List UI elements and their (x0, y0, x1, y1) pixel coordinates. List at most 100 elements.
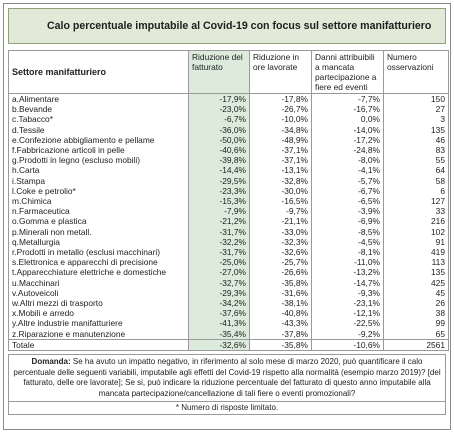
cell-sector: c.Tabacco* (8, 114, 189, 125)
cell-sector: o.Gomma e plastica (8, 216, 189, 227)
cell-hours: -26,6% (249, 267, 312, 278)
cell-sector: p.Minerali non metall. (8, 226, 189, 237)
cell-revenue: -29,3% (188, 287, 250, 299)
table-row: h.Carta -14,4% -13,1% -4,1% 64 (8, 165, 449, 176)
cell-obs: 91 (383, 236, 449, 248)
cell-obs: 27 (383, 104, 449, 115)
cell-revenue: -25,0% (188, 257, 250, 268)
cell-obs: 113 (383, 257, 449, 268)
table-row: t.Apparecchiature elettriche e domestich… (8, 267, 449, 278)
cell-hours: -25,7% (249, 257, 312, 268)
table-row: w.Altri mezzi di trasporto -34,2% -38,1% -2… (8, 298, 449, 309)
table-row: x.Mobili e arredo -37,6% -40,8% -12,1% 38 (8, 308, 449, 319)
cell-damages: -12,1% (311, 308, 384, 319)
cell-damages: -11,0% (311, 257, 384, 268)
cell-damages: -6,7% (311, 185, 384, 197)
cell-damages: -17,2% (311, 134, 384, 146)
header-obs: Numero osservazioni (383, 50, 449, 94)
cell-hours: -35,8% (249, 277, 312, 288)
total-label: Totale (8, 338, 189, 352)
table-row: q.Metallurgia -32,2% -32,3% -4,5% 91 (8, 236, 449, 248)
cell-hours: -33,0% (249, 226, 312, 237)
cell-obs: 45 (383, 287, 449, 299)
cell-hours: -48,9% (249, 134, 312, 146)
cell-revenue: -23,0% (188, 104, 250, 115)
cell-sector: h.Carta (8, 165, 189, 176)
cell-obs: 135 (383, 267, 449, 278)
footnote: * Numero di risposte limitato. (8, 402, 446, 416)
cell-damages: -4,5% (311, 236, 384, 248)
cell-obs: 83 (383, 145, 449, 156)
table-title: Calo percentuale imputabile al Covid-19 … (8, 8, 446, 44)
cell-sector: f.Fabbricazione articoli in pelle (8, 145, 189, 156)
table-row: y.Altre industrie manifatturiere -41,3% -4… (8, 318, 449, 329)
cell-hours: -32,8% (249, 175, 312, 186)
cell-revenue: -29,5% (188, 175, 250, 186)
cell-hours: -37,1% (249, 145, 312, 156)
cell-hours: -17,8% (249, 93, 312, 105)
cell-damages: -3,9% (311, 206, 384, 217)
cell-hours: -16,5% (249, 196, 312, 207)
cell-obs: 3 (383, 114, 449, 125)
cell-damages: -14,7% (311, 277, 384, 288)
cell-damages: -9,2% (311, 328, 384, 340)
cell-revenue: -40,6% (188, 145, 250, 156)
cell-damages: -8,1% (311, 247, 384, 258)
cell-sector: d.Tessile (8, 124, 189, 135)
cell-hours: -21,1% (249, 216, 312, 227)
cell-obs: 127 (383, 196, 449, 207)
cell-sector: r.Prodotti in metallo (esclusi macchinar… (8, 247, 189, 258)
cell-obs: 135 (383, 124, 449, 135)
cell-revenue: -32,2% (188, 236, 250, 248)
table-row: n.Farmaceutica -7,9% -9,7% -3,9% 33 (8, 206, 449, 217)
cell-sector: i.Stampa (8, 175, 189, 186)
cell-sector: e.Confezione abbigliamento e pellame (8, 134, 189, 146)
cell-sector: x.Mobili e arredo (8, 308, 189, 319)
total-damages: -10,6% (311, 338, 384, 352)
cell-revenue: -50,0% (188, 134, 250, 146)
cell-damages: -6,5% (311, 196, 384, 207)
total-revenue: -32,6% (188, 338, 250, 352)
cell-obs: 33 (383, 206, 449, 217)
header-revenue: Riduzione del fatturato (188, 50, 250, 94)
cell-damages: -8,0% (311, 155, 384, 166)
table-row: z.Riparazione e manutenzione -35,4% -37,8%… (8, 328, 449, 340)
cell-damages: 0,0% (311, 114, 384, 125)
question-note: Domanda: Se ha avuto un impatto negativo… (8, 354, 446, 403)
table-row: c.Tabacco* -6,7% -10,0% 0,0% 3 (8, 114, 449, 125)
total-hours: -35,8% (249, 338, 312, 352)
table-row: f.Fabbricazione articoli in pelle -40,6% -… (8, 145, 449, 156)
cell-revenue: -31,7% (188, 226, 250, 237)
data-table: Settore manifatturiero Riduzione del fat… (8, 50, 449, 352)
cell-damages: -22,5% (311, 318, 384, 329)
cell-damages: -6,9% (311, 216, 384, 227)
table-row: l.Coke e petrolio* -23,3% -30,0% -6,7% 6 (8, 185, 449, 197)
table-row: i.Stampa -29,5% -32,8% -5,7% 58 (8, 175, 449, 186)
cell-damages: -9,3% (311, 287, 384, 299)
table-row: g.Prodotti in legno (escluso mobili) -39,… (8, 155, 449, 166)
header-sector: Settore manifatturiero (8, 50, 189, 94)
table-row: v.Autoveicoli -29,3% -31,6% -9,3% 45 (8, 287, 449, 299)
cell-hours: -31,6% (249, 287, 312, 299)
cell-obs: 58 (383, 175, 449, 186)
cell-obs: 64 (383, 165, 449, 176)
table-row: r.Prodotti in metallo (esclusi macchinar… (8, 247, 449, 258)
cell-damages: -24,8% (311, 145, 384, 156)
cell-sector: v.Autoveicoli (8, 287, 189, 299)
table-row: d.Tessile -36,0% -34,8% -14,0% 135 (8, 124, 449, 135)
cell-revenue: -37,6% (188, 308, 250, 319)
cell-sector: a.Alimentare (8, 93, 189, 105)
total-row: Totale -32,6% -35,8% -10,6% 2561 (8, 338, 449, 352)
cell-obs: 6 (383, 185, 449, 197)
cell-damages: -16,7% (311, 104, 384, 115)
cell-revenue: -15,3% (188, 196, 250, 207)
cell-obs: 55 (383, 155, 449, 166)
table-panel: Calo percentuale imputabile al Covid-19 … (3, 3, 451, 430)
cell-revenue: -34,2% (188, 298, 250, 309)
cell-hours: -9,7% (249, 206, 312, 217)
cell-obs: 65 (383, 328, 449, 340)
cell-obs: 419 (383, 247, 449, 258)
table-row: u.Macchinari -32,7% -35,8% -14,7% 425 (8, 277, 449, 288)
cell-sector: z.Riparazione e manutenzione (8, 328, 189, 340)
cell-sector: m.Chimica (8, 196, 189, 207)
